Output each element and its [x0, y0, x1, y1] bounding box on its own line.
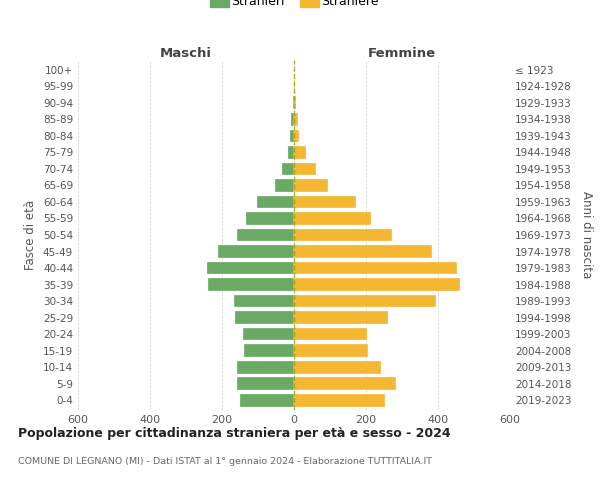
Text: Maschi: Maschi: [160, 47, 212, 60]
Text: Femmine: Femmine: [368, 47, 436, 60]
Bar: [294, 377, 395, 390]
Bar: [294, 113, 298, 126]
Text: Popolazione per cittadinanza straniera per età e sesso - 2024: Popolazione per cittadinanza straniera p…: [18, 428, 451, 440]
Text: COMUNE DI LEGNANO (MI) - Dati ISTAT al 1° gennaio 2024 - Elaborazione TUTTITALIA: COMUNE DI LEGNANO (MI) - Dati ISTAT al 1…: [18, 458, 432, 466]
Bar: [294, 228, 392, 241]
Bar: [247, 212, 294, 225]
Bar: [294, 212, 371, 225]
Bar: [294, 262, 457, 274]
Y-axis label: Fasce di età: Fasce di età: [25, 200, 37, 270]
Bar: [294, 278, 460, 291]
Bar: [294, 394, 385, 406]
Bar: [207, 262, 294, 274]
Bar: [244, 344, 294, 357]
Bar: [235, 311, 294, 324]
Bar: [287, 146, 294, 159]
Bar: [290, 130, 294, 142]
Y-axis label: Anni di nascita: Anni di nascita: [580, 192, 593, 278]
Bar: [294, 130, 299, 142]
Bar: [294, 294, 436, 308]
Bar: [294, 328, 367, 340]
Bar: [293, 96, 294, 110]
Bar: [237, 377, 294, 390]
Bar: [294, 245, 431, 258]
Bar: [275, 179, 294, 192]
Bar: [240, 394, 294, 406]
Bar: [294, 196, 356, 208]
Bar: [237, 360, 294, 374]
Bar: [294, 146, 305, 159]
Bar: [294, 179, 328, 192]
Legend: Stranieri, Straniere: Stranieri, Straniere: [206, 0, 382, 12]
Bar: [294, 80, 295, 93]
Bar: [292, 113, 294, 126]
Bar: [294, 360, 381, 374]
Bar: [294, 344, 368, 357]
Bar: [283, 162, 294, 175]
Bar: [294, 96, 296, 110]
Bar: [242, 328, 294, 340]
Bar: [238, 228, 294, 241]
Bar: [208, 278, 294, 291]
Bar: [218, 245, 294, 258]
Bar: [294, 162, 316, 175]
Bar: [257, 196, 294, 208]
Bar: [294, 311, 388, 324]
Bar: [233, 294, 294, 308]
